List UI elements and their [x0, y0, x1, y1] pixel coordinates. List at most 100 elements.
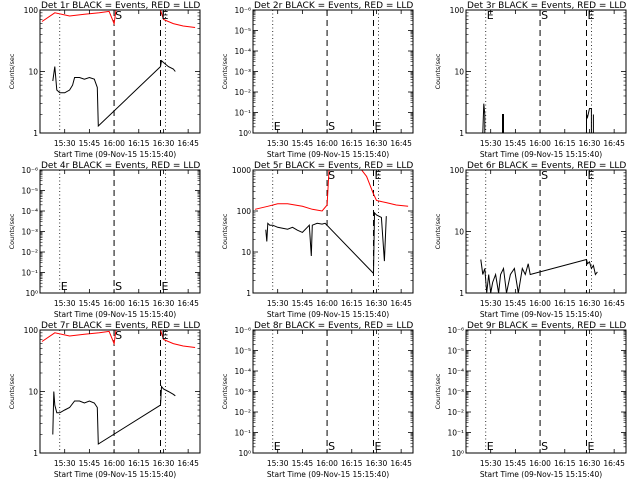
y-axis-label: Counts/sec: [434, 53, 442, 89]
x-tick-label: 16:30: [366, 139, 388, 148]
y-axis-label: Counts/sec: [8, 213, 16, 249]
marker-label-s: S: [541, 9, 548, 22]
x-tick-label: 15:30: [480, 139, 502, 148]
x-tick-label: 16:30: [153, 459, 175, 468]
plot-frame: [465, 169, 627, 294]
x-tick-label: 16:00: [529, 299, 551, 308]
marker-label-s: S: [115, 9, 122, 22]
y-axis-label: Counts/sec: [221, 373, 229, 409]
plot-frame: [252, 329, 414, 454]
y-tick-label: 100: [450, 6, 465, 15]
series-lld: [41, 9, 196, 28]
x-tick-label: 15:45: [79, 459, 101, 468]
plot-frame: [465, 329, 627, 454]
x-tick-label: 16:15: [128, 459, 150, 468]
y-tick-label: 10⁻⁶: [447, 326, 464, 335]
x-tick-label: 16:30: [153, 299, 175, 308]
x-tick-label: 16:45: [603, 459, 625, 468]
marker-label-e: E: [587, 169, 594, 182]
y-tick-label: 1: [33, 129, 38, 138]
marker-label-e: E: [161, 9, 168, 22]
panel-title: Det 6r BLACK = Events, RED = LLD: [467, 161, 626, 171]
x-axis-label: Start Time (09-Nov-15 15:15:40): [54, 470, 176, 479]
y-tick-label: 10: [454, 228, 464, 237]
y-tick-label: 10⁰: [238, 129, 251, 138]
x-axis-label: Start Time (09-Nov-15 15:15:40): [54, 310, 176, 319]
y-axis-label: Counts/sec: [434, 213, 442, 249]
y-tick-label: 10⁻²: [21, 248, 38, 257]
x-tick-label: 16:45: [177, 139, 199, 148]
y-tick-label: 10⁻⁶: [21, 166, 38, 175]
x-tick-label: 16:15: [128, 299, 150, 308]
series-events: [482, 103, 594, 134]
marker-label-e: E: [374, 120, 381, 133]
x-tick-label: 16:00: [103, 459, 125, 468]
x-tick-label: 15:30: [54, 459, 76, 468]
x-tick-label: 15:30: [267, 139, 289, 148]
x-axis-label: Start Time (09-Nov-15 15:15:40): [267, 310, 389, 319]
y-tick-label: 10⁰: [25, 289, 38, 298]
y-tick-label: 100: [237, 207, 252, 216]
marker-label-e: E: [374, 440, 381, 453]
marker-label-e: E: [274, 440, 281, 453]
y-tick-label: 10⁻⁶: [234, 326, 251, 335]
y-axis-label: Counts/sec: [221, 53, 229, 89]
panel-det-1r: Det 1r BLACK = Events, RED = LLD Counts/s…: [8, 1, 201, 159]
marker-label-s: S: [328, 440, 335, 453]
marker-label-s: S: [328, 120, 335, 133]
x-tick-label: 16:30: [153, 139, 175, 148]
y-tick-label: 100: [24, 6, 39, 15]
x-tick-label: 16:30: [366, 459, 388, 468]
x-tick-label: 15:45: [505, 139, 527, 148]
panel-det-9r: Det 9r BLACK = Events, RED = LLD Counts/s…: [434, 321, 627, 479]
x-tick-label: 16:15: [554, 459, 576, 468]
panel-det-8r: Det 8r BLACK = Events, RED = LLD Counts/s…: [221, 321, 414, 479]
panel-det-2r: Det 2r BLACK = Events, RED = LLD Counts/s…: [221, 1, 414, 159]
x-tick-label: 16:45: [603, 139, 625, 148]
x-tick-label: 16:15: [341, 299, 363, 308]
y-tick-label: 10⁰: [451, 449, 464, 458]
marker-label-s: S: [328, 169, 335, 182]
y-tick-label: 10⁻¹: [21, 269, 38, 278]
x-tick-label: 16:30: [579, 459, 601, 468]
x-tick-label: 16:15: [341, 139, 363, 148]
y-tick-label: 10⁻³: [234, 68, 251, 77]
x-tick-label: 16:15: [554, 299, 576, 308]
y-tick-label: 10⁻⁵: [21, 187, 38, 196]
series-events: [52, 385, 176, 445]
y-tick-label: 10: [28, 388, 38, 397]
x-tick-label: 16:00: [316, 459, 338, 468]
plot-frame: [39, 9, 201, 134]
marker-label-e: E: [587, 440, 594, 453]
x-tick-label: 16:00: [529, 459, 551, 468]
y-tick-label: 10⁻⁵: [234, 27, 251, 36]
x-tick-label: 15:45: [79, 139, 101, 148]
x-tick-label: 15:30: [480, 299, 502, 308]
x-tick-label: 15:45: [292, 459, 314, 468]
marker-label-e: E: [274, 120, 281, 133]
series-events: [52, 59, 176, 128]
x-tick-label: 15:45: [505, 459, 527, 468]
plot-frame: [39, 169, 201, 294]
x-tick-label: 15:30: [267, 299, 289, 308]
y-tick-label: 100: [24, 326, 39, 335]
x-tick-label: 16:45: [603, 299, 625, 308]
marker-label-s: S: [541, 440, 548, 453]
x-tick-label: 16:15: [128, 139, 150, 148]
marker-label-e: E: [374, 169, 381, 182]
panel-title: Det 4r BLACK = Events, RED = LLD: [41, 161, 200, 171]
y-tick-label: 10⁻²: [234, 88, 251, 97]
panel-title: Det 5r BLACK = Events, RED = LLD: [254, 161, 413, 171]
x-tick-label: 16:00: [103, 299, 125, 308]
x-tick-label: 16:00: [316, 299, 338, 308]
x-tick-label: 15:30: [267, 459, 289, 468]
x-tick-label: 16:45: [390, 299, 412, 308]
y-axis-label: Counts/sec: [434, 373, 442, 409]
x-tick-label: 15:45: [505, 299, 527, 308]
y-tick-label: 1000: [232, 166, 251, 175]
y-tick-label: 10⁰: [238, 449, 251, 458]
panel-title: Det 3r BLACK = Events, RED = LLD: [467, 1, 626, 11]
y-tick-label: 1: [459, 289, 464, 298]
x-tick-label: 16:15: [341, 459, 363, 468]
